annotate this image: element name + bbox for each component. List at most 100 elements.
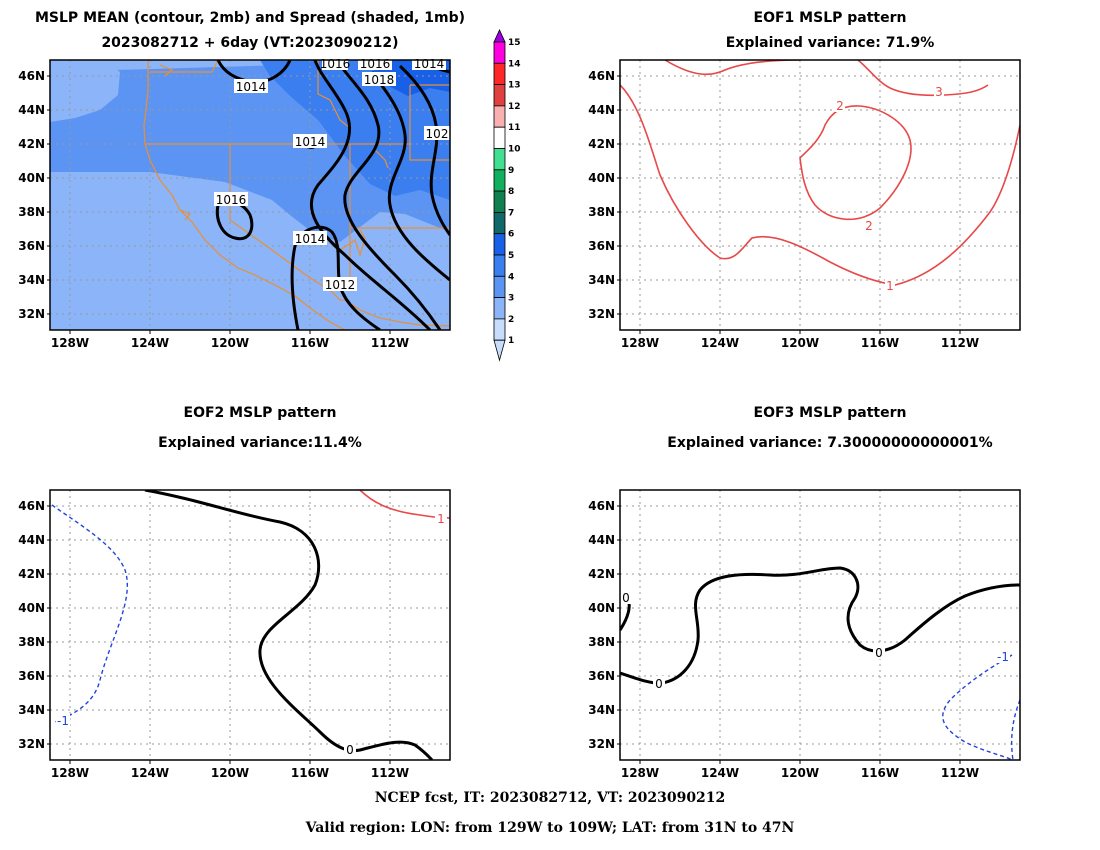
map-frame [49, 489, 451, 761]
state-boundaries [143, 60, 450, 330]
colorbar-swatch [493, 254, 506, 277]
colorbar-swatch [493, 41, 506, 64]
lat-tick-label: 46N [588, 499, 615, 513]
footer-valid-region: Valid region: LON: from 129W to 109W; LA… [305, 820, 795, 836]
lat-tick-label: 34N [588, 703, 615, 717]
colorbar-level-label: 8 [508, 187, 514, 197]
lat-tick-label: 42N [588, 137, 615, 151]
colorbar-swatch [493, 105, 506, 128]
lon-tick-label: 124W [701, 766, 739, 780]
lat-tick-label: 36N [18, 669, 45, 683]
lon-tick-label: 112W [371, 766, 409, 780]
lon-tick-label: 128W [621, 766, 659, 780]
colorbar-level-label: 9 [508, 166, 514, 176]
lon-tick-label: 124W [131, 336, 169, 350]
lon-tick-label: 120W [211, 336, 249, 350]
contour-label: 1014 [414, 57, 445, 71]
colorbar-level-label: 4 [508, 272, 514, 282]
lat-tick-label: 46N [18, 69, 45, 83]
contour-label: 1014 [295, 135, 326, 149]
lon-tick-label: 112W [371, 336, 409, 350]
panel-mean-title: MSLP MEAN (contour, 2mb) and Spread (sha… [35, 10, 465, 26]
colorbar-swatch [493, 62, 506, 85]
panel-eof3-subtitle: Explained variance: 7.30000000000001% [667, 435, 992, 451]
lat-tick-label: 38N [588, 205, 615, 219]
contour-label: 1012 [325, 278, 356, 292]
contour-label: 1018 [364, 73, 395, 87]
lon-tick-label: 112W [941, 766, 979, 780]
lat-tick-label: 32N [588, 307, 615, 321]
lat-tick-label: 34N [18, 703, 45, 717]
lat-tick-label: 42N [18, 567, 45, 581]
contour-label: 1 [437, 512, 445, 526]
contour-label: 1014 [295, 232, 326, 246]
lat-tick-label: 44N [588, 103, 615, 117]
lat-tick-label: 36N [588, 669, 615, 683]
colorbar-level-label: 3 [508, 294, 514, 304]
lon-tick-label: 116W [291, 766, 329, 780]
lon-tick-label: 120W [781, 766, 819, 780]
panel-eof3: EOF3 MSLP pattern Explained variance: 7.… [619, 405, 1021, 761]
colorbar-swatch [493, 318, 506, 341]
footer-forecast-info: NCEP fcst, IT: 2023082712, VT: 202309021… [375, 790, 726, 806]
gridlines [50, 60, 450, 330]
lat-tick-label: 36N [18, 239, 45, 253]
colorbar-level-label: 1 [508, 336, 514, 346]
contour-label: 102 [426, 127, 449, 141]
lon-tick-label: 128W [621, 336, 659, 350]
contour-label: 1 [886, 279, 894, 293]
colorbar-top-arrow [493, 29, 506, 43]
contour-label: 1016 [320, 57, 351, 71]
lat-tick-label: 40N [18, 171, 45, 185]
colorbar-level-label: 12 [508, 102, 521, 112]
lon-tick-label: 116W [861, 766, 899, 780]
contour-label: 3 [935, 85, 943, 99]
panel-eof1-title: EOF1 MSLP pattern [754, 10, 907, 26]
lat-tick-label: 42N [18, 137, 45, 151]
panel-eof2: EOF2 MSLP pattern Explained variance:11.… [49, 405, 451, 761]
colorbar-swatch [493, 84, 506, 107]
lat-tick-label: 40N [18, 601, 45, 615]
lat-tick-label: 38N [18, 205, 45, 219]
colorbar-level-label: 11 [508, 123, 521, 133]
colorbar-swatch [493, 297, 506, 320]
lon-tick-label: 124W [131, 766, 169, 780]
contour-label: 1016 [216, 193, 247, 207]
colorbar-level-label: 7 [508, 208, 514, 218]
eof2-contour-labels: -1 1 0 [56, 511, 447, 757]
contour-label: -1 [57, 714, 69, 728]
mean-contour-labels: 1014 1014 1016 1014 1012 1016 1018 1014 … [214, 57, 450, 292]
map-frame [619, 489, 1021, 761]
axis-tick-labels: 46N 44N 42N 40N 38N 36N 34N 32N 128W 124W 120W 116W… [18, 69, 979, 780]
mean-contours [215, 60, 450, 330]
lat-tick-label: 34N [588, 273, 615, 287]
panel-eof1-subtitle: Explained variance: 71.9% [726, 35, 935, 51]
contour-label: 0 [875, 646, 883, 660]
lat-tick-label: 32N [588, 737, 615, 751]
lat-tick-label: 42N [588, 567, 615, 581]
contour-label: 0 [346, 743, 354, 757]
lat-tick-label: 38N [588, 635, 615, 649]
contour-label: 2 [865, 219, 873, 233]
map-frame [619, 59, 1021, 331]
lat-tick-label: 44N [588, 533, 615, 547]
colorbar-level-label: 14 [508, 59, 521, 69]
spread-colorbar: 15 14 13 12 11 10 9 8 7 6 5 4 3 2 1 [493, 29, 521, 362]
lon-tick-label: 116W [861, 336, 899, 350]
gridlines [50, 490, 450, 760]
colorbar-level-label: 5 [508, 251, 514, 261]
colorbar-level-label: 13 [508, 81, 521, 91]
lat-tick-label: 40N [588, 171, 615, 185]
contour-label: 1014 [236, 80, 267, 94]
gridlines [620, 490, 1020, 760]
colorbar-level-label: 10 [508, 145, 521, 155]
lon-tick-label: 120W [211, 766, 249, 780]
colorbar-swatch [493, 148, 506, 171]
lon-tick-label: 124W [701, 336, 739, 350]
contour-label: 1016 [360, 57, 391, 71]
colorbar-bottom-arrow [493, 339, 506, 362]
lon-tick-label: 112W [941, 336, 979, 350]
gridlines [620, 60, 1020, 330]
panel-eof1: EOF1 MSLP pattern Explained variance: 71… [619, 10, 1021, 331]
lat-tick-label: 40N [588, 601, 615, 615]
